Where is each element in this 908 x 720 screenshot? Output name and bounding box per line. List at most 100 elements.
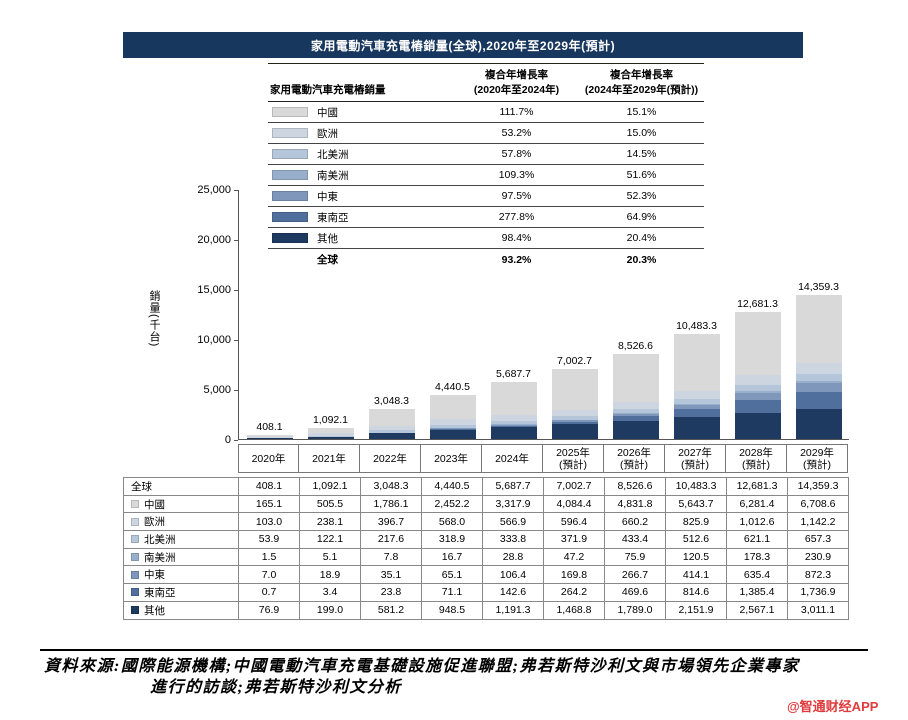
bar-segment-others: [246, 438, 293, 439]
table-value-cell: 3,317.9: [483, 495, 544, 514]
bar-segment-middle-east: [795, 382, 842, 392]
table-value-cell: 512.6: [666, 531, 727, 549]
bar-segment-southeast-asia: [612, 416, 659, 422]
table-region-name: 歐洲: [144, 516, 165, 529]
y-tick-label: 5,000: [203, 384, 231, 396]
table-value-cell: 581.2: [361, 601, 422, 620]
x-axis-year: 2024年: [495, 452, 529, 465]
footer-divider: [40, 649, 868, 651]
table-value-cell: 169.8: [544, 566, 605, 585]
legend-row-label: 中東: [268, 189, 454, 204]
bar-segment-europe: [612, 402, 659, 409]
legend-row: 中國 111.7% 15.1%: [268, 102, 704, 123]
legend-color-swatch: [272, 107, 308, 117]
plot-area: 408.1 1,092.1 3,048.3 4,440.5 5,687.7 7,002.7…: [234, 190, 849, 441]
x-axis-year: 2025年: [556, 446, 590, 459]
bar-segment-others: [673, 417, 720, 439]
table-value-cell: 2,567.1: [727, 601, 788, 620]
bar-total-label: 3,048.3: [373, 394, 410, 407]
table-value-cell: 23.8: [361, 584, 422, 602]
legend-header-cagr-2024-2029: 複合年增長率 (2024年至2029年(預計)): [579, 67, 704, 97]
bar-segment-north-america: [490, 421, 537, 425]
bar-total-label: 14,359.3: [798, 281, 839, 294]
x-axis-label: 2023年: [421, 444, 482, 473]
table-row-label: 南美洲: [124, 548, 239, 567]
table-row: 南美洲 1.5 5.1 7.8 16.7 28.8 47.2 75.9 120.5 178.3 23…: [124, 548, 849, 567]
legend-region-name: 南美洲: [317, 169, 349, 182]
bar-column: 12,681.3: [727, 298, 788, 439]
bar-segment-south-america: [795, 380, 842, 383]
bar-segment-others: [307, 437, 354, 439]
bar-column: 1,092.1: [300, 414, 361, 439]
table-value-cell: 318.9: [422, 531, 483, 549]
y-tick-label: 10,000: [197, 334, 231, 346]
legend-color-swatch: [272, 149, 308, 159]
bar-total-label: 8,526.6: [617, 339, 654, 352]
legend-cagr-2020-2024-value: 57.8%: [501, 148, 532, 160]
legend-region-name: 中國: [317, 106, 338, 119]
legend-rows: 中國 111.7% 15.1% 歐洲 53.2% 15.0% 北美洲 57.8% 14.5% 南美…: [268, 102, 704, 270]
x-axis-year: 2028年: [739, 446, 773, 459]
bar-segment-europe: [490, 415, 537, 421]
legend-header-cagr2-line2: (2024年至2029年(預計)): [584, 84, 699, 96]
bar-segment-north-america: [734, 385, 781, 392]
bar-column: 8,526.6: [605, 340, 666, 439]
bar-column: 4,440.5: [422, 381, 483, 439]
table-row-label: 中國: [124, 495, 239, 514]
bar-total-label: 4,440.5: [434, 380, 471, 393]
bar-segment-south-america: [673, 404, 720, 406]
y-axis-title: 銷量(千台): [148, 290, 160, 348]
table-value-cell: 408.1: [239, 478, 300, 496]
bar-segment-others: [368, 433, 415, 439]
table-row-swatch: [131, 517, 139, 526]
y-tick-label: 15,000: [197, 284, 231, 296]
legend-row-label: 其他: [268, 231, 454, 246]
table-value-cell: 12,681.3: [727, 478, 788, 496]
bar-segment-china: [612, 353, 659, 403]
legend-row: 全球 93.2% 20.3%: [268, 249, 704, 270]
bar-segment-middle-east: [429, 428, 476, 429]
legend-cagr-2020-2024-value: 93.2%: [501, 253, 532, 266]
legend-cagr-2020-2024-value: 98.4%: [501, 232, 532, 244]
legend-row-label: 北美洲: [268, 147, 454, 162]
table-value-cell: 566.9: [483, 513, 544, 532]
legend-row-label: 全球: [268, 252, 454, 267]
bar-segment-europe: [795, 362, 842, 374]
table-value-cell: 165.1: [239, 495, 300, 514]
table-value-cell: 3.4: [300, 584, 361, 602]
table-value-cell: 469.6: [605, 584, 666, 602]
bar-segment-china: [551, 369, 598, 410]
table-value-cell: 1,468.8: [544, 601, 605, 620]
table-value-cell: 103.0: [239, 513, 300, 532]
y-tick-label: 20,000: [197, 234, 231, 246]
x-axis-label: 2025年 (預計): [543, 444, 604, 473]
table-value-cell: 14,359.3: [788, 478, 849, 496]
bar-segment-north-america: [673, 398, 720, 404]
legend-row: 其他 98.4% 20.4%: [268, 228, 704, 249]
table-value-cell: 1.5: [239, 548, 300, 567]
legend-cagr-2020-2024-value: 97.5%: [501, 190, 532, 202]
bar-column: 3,048.3: [361, 395, 422, 439]
stacked-bar: [734, 312, 781, 439]
table-value-cell: 266.7: [605, 566, 666, 585]
y-tick-mark: [234, 340, 238, 341]
table-value-cell: 264.2: [544, 584, 605, 602]
data-table: 全球 408.1 1,092.1 3,048.3 4,440.5 5,687.7 7,002…: [123, 477, 849, 620]
bar-segment-europe: [307, 433, 354, 436]
bar-segment-china: [490, 382, 537, 416]
x-axis-year: 2021年: [312, 452, 346, 465]
bar-segment-china: [429, 394, 476, 420]
legend-header-cagr1-line2: (2020年至2024年): [473, 84, 560, 96]
y-tick-label: 0: [224, 434, 231, 446]
table-value-cell: 1,736.9: [788, 584, 849, 602]
table-value-cell: 217.6: [361, 531, 422, 549]
legend-cagr-2024-2029-value: 51.6%: [626, 169, 657, 181]
bar-column: 14,359.3: [788, 281, 849, 439]
table-row-swatch: [131, 606, 139, 615]
y-tick-label: 25,000: [197, 184, 231, 196]
table-value-cell: 1,142.2: [788, 513, 849, 532]
bar-total-label: 7,002.7: [556, 355, 593, 367]
bar-total-label: 5,687.7: [495, 368, 532, 381]
table-region-name: 全球: [131, 480, 152, 493]
